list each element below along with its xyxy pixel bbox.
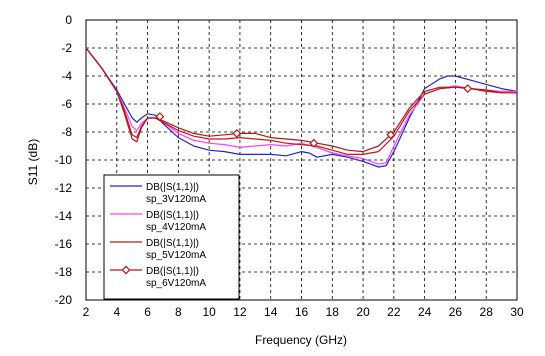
y-tick-label: -20 bbox=[55, 293, 73, 307]
x-tick-label: 26 bbox=[449, 305, 463, 319]
legend-label: sp_3V120mA bbox=[146, 194, 206, 205]
series-marker bbox=[309, 138, 319, 148]
legend-item: DB(|S(1,1)|)sp_4V120mA bbox=[110, 210, 206, 233]
y-tick-label: -2 bbox=[61, 41, 72, 55]
series-line-1 bbox=[85, 47, 518, 168]
series-line-3 bbox=[85, 47, 517, 155]
axis-ticks: 2 4 6 8 10 12 14 16 18 20 22 24 26 28 300-2-4-6-8-10-1… bbox=[55, 13, 524, 319]
series-line-4 bbox=[85, 47, 517, 153]
series-marker bbox=[386, 130, 396, 140]
series-marker bbox=[232, 128, 242, 138]
y-tick-label: -10 bbox=[55, 153, 73, 167]
series-marker bbox=[155, 112, 165, 122]
legend-label: DB(|S(1,1)|) bbox=[146, 266, 199, 277]
legend-label: sp_6V120mA bbox=[146, 278, 206, 289]
x-tick-label: 24 bbox=[418, 305, 432, 319]
x-tick-label: 8 bbox=[175, 305, 182, 319]
x-tick-label: 20 bbox=[356, 305, 370, 319]
series-lines bbox=[85, 47, 518, 168]
y-tick-label: -14 bbox=[55, 209, 73, 223]
x-tick-label: 28 bbox=[480, 305, 494, 319]
x-tick-label: 2 bbox=[83, 305, 90, 319]
y-tick-label: -8 bbox=[61, 125, 72, 139]
y-tick-label: -4 bbox=[61, 69, 72, 83]
legend-item: DB(|S(1,1)|)sp_5V120mA bbox=[110, 238, 206, 261]
x-tick-label: 18 bbox=[326, 305, 340, 319]
legend-items: DB(|S(1,1)|)sp_3V120mADB(|S(1,1)|)sp_4V1… bbox=[110, 182, 206, 289]
x-tick-label: 14 bbox=[264, 305, 278, 319]
series-marker bbox=[463, 84, 473, 94]
legend-label: DB(|S(1,1)|) bbox=[146, 210, 199, 221]
legend-marker bbox=[121, 265, 131, 275]
x-tick-label: 12 bbox=[233, 305, 247, 319]
grid bbox=[86, 20, 517, 300]
legend-label: sp_4V120mA bbox=[146, 222, 206, 233]
x-tick-label: 22 bbox=[387, 305, 401, 319]
y-tick-label: -16 bbox=[55, 237, 73, 251]
y-tick-label: 0 bbox=[65, 13, 72, 27]
y-tick-label: -6 bbox=[61, 97, 72, 111]
legend-label: sp_5V120mA bbox=[146, 250, 206, 261]
x-tick-label: 16 bbox=[295, 305, 309, 319]
legend-item: DB(|S(1,1)|)sp_3V120mA bbox=[110, 182, 206, 205]
legend-label: DB(|S(1,1)|) bbox=[146, 182, 199, 193]
y-tick-label: -18 bbox=[55, 265, 73, 279]
legend-item: DB(|S(1,1)|)sp_6V120mA bbox=[110, 265, 206, 289]
x-tick-label: 4 bbox=[113, 305, 120, 319]
legend-box bbox=[103, 174, 240, 300]
series-markers bbox=[155, 84, 473, 148]
y-axis-title: S11 (dB) bbox=[26, 139, 40, 185]
x-tick-label: 10 bbox=[202, 305, 216, 319]
x-axis-title: Frequency (GHz) bbox=[255, 333, 347, 347]
y-tick-label: -12 bbox=[55, 181, 73, 195]
x-tick-label: 6 bbox=[144, 305, 151, 319]
plot-area bbox=[85, 19, 518, 301]
x-tick-label: 30 bbox=[510, 305, 524, 319]
legend: DB(|S(1,1)|)sp_3V120mADB(|S(1,1)|)sp_4V1… bbox=[103, 174, 240, 300]
legend-label: DB(|S(1,1)|) bbox=[146, 238, 199, 249]
